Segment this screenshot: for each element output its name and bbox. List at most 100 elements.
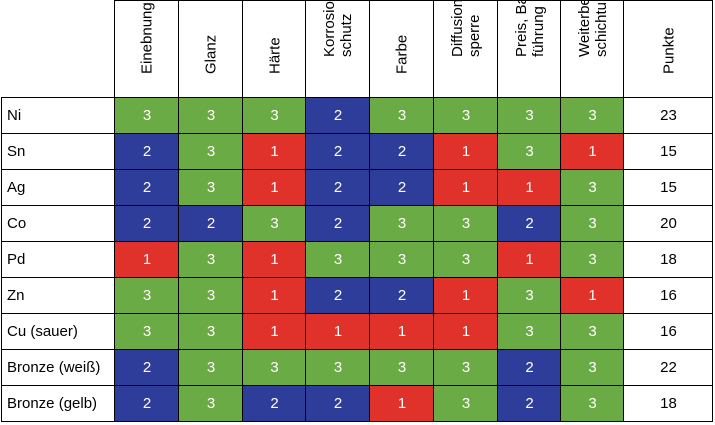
row-label: Sn (7, 142, 26, 160)
score-cell: 1 (115, 241, 179, 277)
grid-line-vertical (305, 0, 306, 422)
score-cell: 1 (370, 385, 434, 421)
score-cell: 3 (179, 97, 243, 133)
score-cell: 2 (179, 205, 243, 241)
column-header: Preis, Bad-führung (498, 0, 561, 97)
score-cell: 2 (115, 133, 179, 169)
grid-line-vertical (242, 0, 243, 422)
score-cell: 3 (243, 205, 306, 241)
row-label: Co (7, 214, 27, 232)
score-cell: 3 (561, 349, 624, 385)
score-cell: 1 (561, 133, 624, 169)
column-header-label: Härte (266, 37, 283, 74)
score-cell: 3 (179, 277, 243, 313)
column-header: Weiterbe-schichtung (561, 0, 624, 97)
grid-line-vertical (178, 0, 179, 422)
score-cell: 1 (243, 241, 306, 277)
score-cell: 3 (179, 169, 243, 205)
score-cell: 2 (115, 169, 179, 205)
grid-line-vertical (1, 97, 2, 422)
score-cell: 1 (243, 169, 306, 205)
total-score-cell: 22 (660, 358, 677, 376)
total-score-cell: 20 (660, 214, 677, 232)
total-score-cell: 16 (660, 322, 677, 340)
score-cell: 1 (434, 169, 498, 205)
grid-line-vertical (712, 0, 713, 422)
score-cell: 2 (370, 277, 434, 313)
score-cell: 3 (434, 241, 498, 277)
grid-line-horizontal (1, 133, 713, 134)
total-score-cell: 18 (660, 250, 677, 268)
grid-line-horizontal (1, 385, 713, 386)
score-cell: 1 (243, 313, 306, 349)
column-header-label: Glanz (202, 34, 220, 74)
score-cell: 3 (115, 277, 179, 313)
row-label: Ag (7, 178, 26, 196)
grid-line-horizontal (1, 421, 713, 422)
row-label: Zn (7, 286, 25, 304)
score-cell: 1 (498, 241, 561, 277)
grid-line-vertical (623, 0, 624, 422)
grid-line-vertical (369, 0, 370, 422)
total-score-cell: 18 (660, 394, 677, 412)
column-header: Korrosions-schutz (306, 0, 370, 97)
score-cell: 3 (561, 97, 624, 133)
total-score-cell: 23 (660, 106, 677, 124)
score-cell: 3 (561, 205, 624, 241)
row-label: Ni (7, 106, 22, 124)
column-header-label: Einebnung (138, 2, 156, 74)
score-cell: 1 (434, 313, 498, 349)
score-cell: 1 (561, 277, 624, 313)
grid-line-vertical (497, 0, 498, 422)
grid-line-horizontal (1, 241, 713, 242)
score-cell: 2 (243, 385, 306, 421)
grid-line-horizontal (114, 0, 713, 1)
score-cell: 2 (370, 169, 434, 205)
column-header-label: Punkte (660, 27, 677, 74)
column-header: Diffusions-sperre (434, 0, 498, 97)
score-cell: 2 (498, 385, 561, 421)
score-cell: 3 (498, 133, 561, 169)
column-header: Einebnung (115, 0, 179, 97)
column-header: Farbe (370, 0, 434, 97)
score-cell: 3 (498, 97, 561, 133)
row-label: Bronze (gelb) (7, 394, 98, 412)
score-cell: 1 (434, 133, 498, 169)
score-cell: 2 (306, 385, 370, 421)
score-cell: 2 (306, 205, 370, 241)
score-cell: 1 (370, 313, 434, 349)
score-cell: 1 (498, 169, 561, 205)
grid-line-horizontal (1, 313, 713, 314)
score-cell: 2 (306, 277, 370, 313)
column-header: Glanz (179, 0, 243, 97)
score-cell: 3 (434, 349, 498, 385)
score-cell: 3 (561, 313, 624, 349)
score-cell: 2 (115, 385, 179, 421)
score-cell: 3 (370, 349, 434, 385)
total-score-cell: 15 (660, 178, 677, 196)
score-cell: 3 (243, 97, 306, 133)
score-cell: 3 (370, 205, 434, 241)
score-cell: 2 (115, 349, 179, 385)
score-cell: 3 (498, 277, 561, 313)
score-cell: 3 (306, 241, 370, 277)
grid-line-vertical (433, 0, 434, 422)
score-cell: 3 (434, 205, 498, 241)
score-cell: 3 (370, 241, 434, 277)
grid-line-horizontal (1, 169, 713, 170)
column-header-label: Farbe (393, 34, 411, 74)
grid-line-horizontal (1, 277, 713, 278)
grid-line-horizontal (1, 205, 713, 206)
column-header-label: Diffusions-sperre (449, 0, 483, 57)
grid-line-horizontal (1, 349, 713, 350)
grid-line-horizontal (1, 97, 713, 98)
score-cell: 3 (179, 385, 243, 421)
score-cell: 2 (306, 169, 370, 205)
score-cell: 3 (561, 241, 624, 277)
row-label: Pd (7, 250, 26, 268)
score-cell: 2 (115, 205, 179, 241)
total-score-cell: 15 (660, 142, 677, 160)
score-cell: 2 (498, 205, 561, 241)
score-cell: 3 (370, 97, 434, 133)
score-cell: 3 (434, 385, 498, 421)
